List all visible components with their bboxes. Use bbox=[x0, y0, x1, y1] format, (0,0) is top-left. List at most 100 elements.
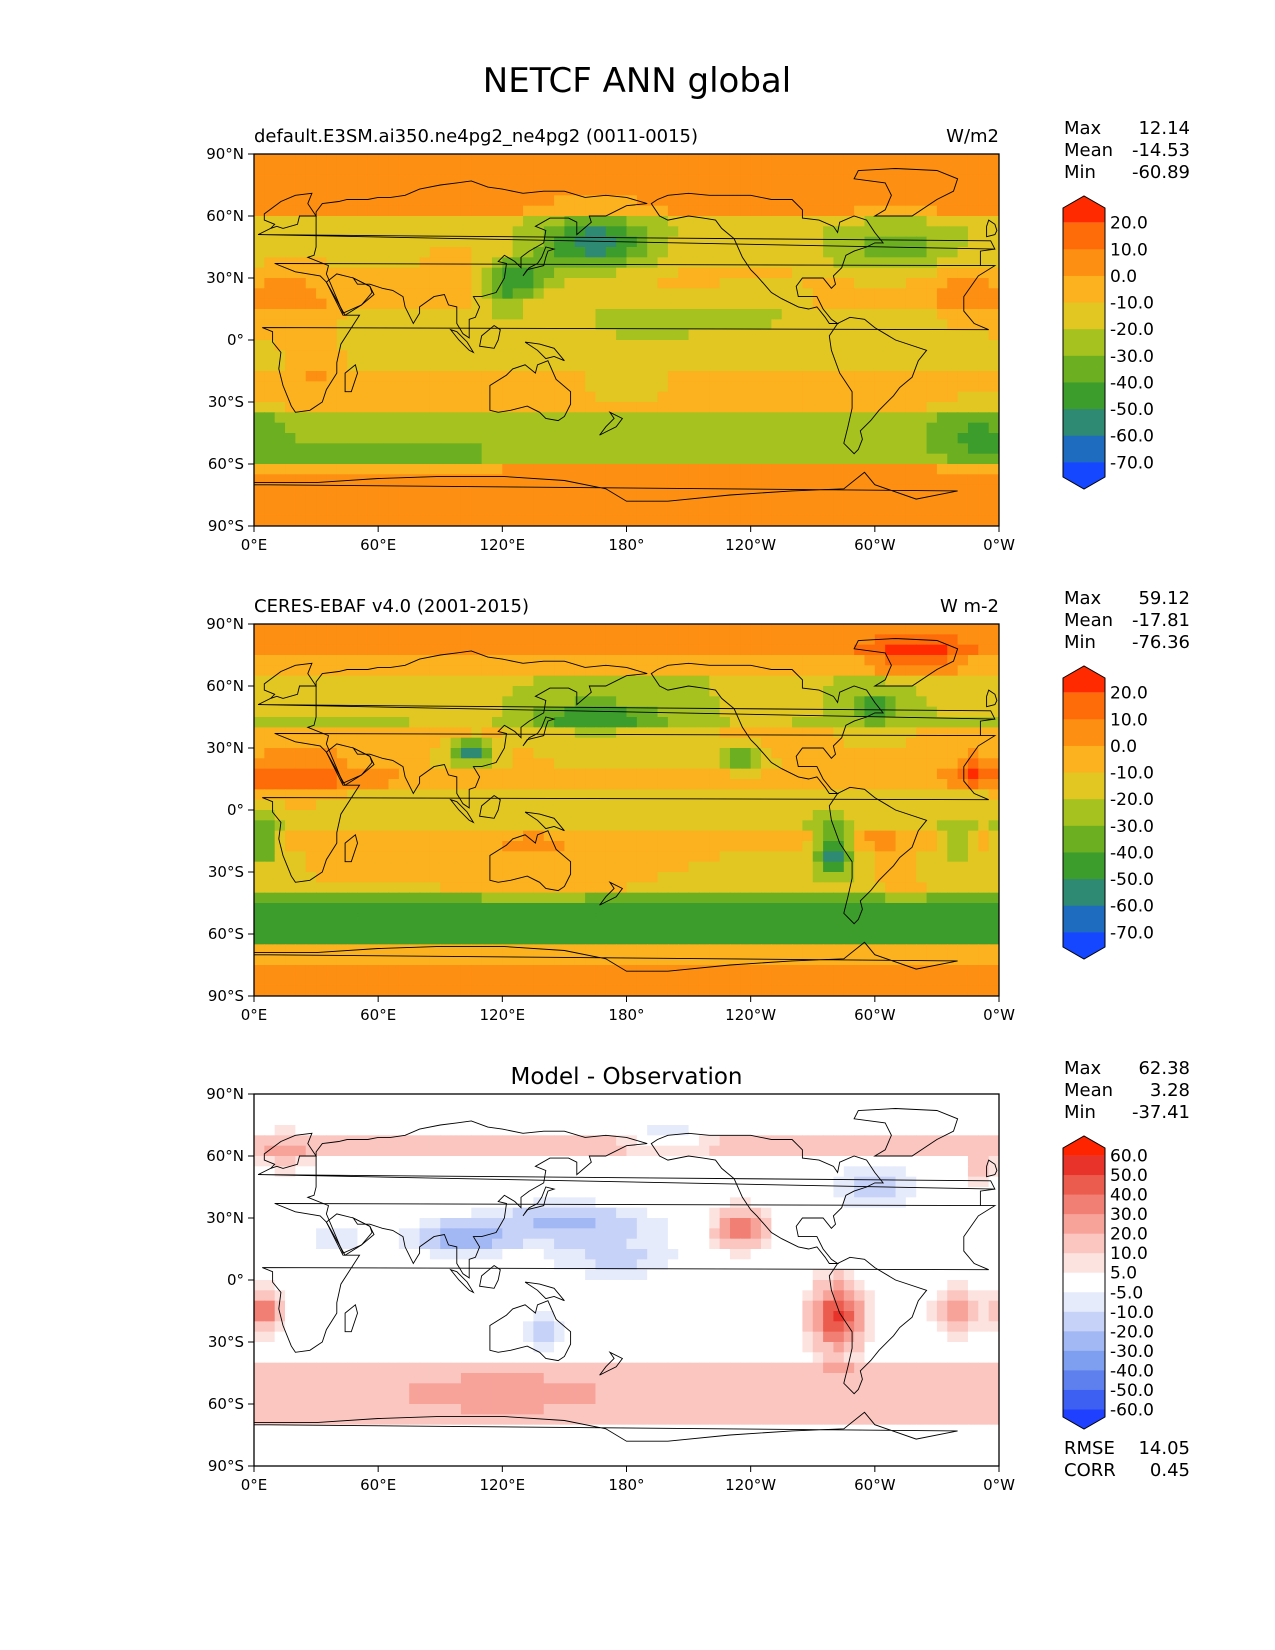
stat-label: Min bbox=[1064, 162, 1096, 183]
field-cell bbox=[336, 391, 348, 403]
field-cell bbox=[895, 758, 907, 770]
field-cell bbox=[740, 464, 752, 475]
field-cell bbox=[378, 882, 390, 894]
field-cell bbox=[471, 903, 483, 914]
field-cell bbox=[305, 624, 317, 635]
field-cell bbox=[626, 861, 638, 873]
field-cell bbox=[409, 484, 421, 496]
field-cell bbox=[636, 257, 648, 269]
field-cell bbox=[367, 443, 379, 455]
field-cell bbox=[688, 934, 700, 945]
field-cell bbox=[595, 779, 607, 790]
field-cell bbox=[564, 872, 576, 883]
field-cell bbox=[812, 644, 824, 656]
field-cell bbox=[978, 340, 990, 351]
field-cell bbox=[833, 768, 845, 780]
field-cell bbox=[647, 737, 659, 749]
field-cell bbox=[440, 288, 452, 300]
field-cell bbox=[843, 748, 855, 759]
field-cell bbox=[626, 257, 638, 269]
field-cell bbox=[926, 851, 938, 863]
field-cell bbox=[885, 665, 897, 677]
field-cell bbox=[523, 226, 534, 238]
field-cell bbox=[709, 453, 721, 465]
field-cell bbox=[491, 422, 503, 434]
field-cell bbox=[429, 247, 441, 258]
field-cell bbox=[471, 453, 483, 465]
field-cell bbox=[781, 495, 793, 506]
field-cell bbox=[440, 841, 452, 852]
field-cell bbox=[605, 758, 617, 770]
field-cell bbox=[854, 789, 866, 801]
field-cell bbox=[802, 350, 814, 362]
field-cell bbox=[585, 298, 597, 310]
field-cell bbox=[833, 205, 845, 217]
field-cell bbox=[947, 391, 959, 403]
field-cell bbox=[409, 810, 421, 821]
field-cell bbox=[988, 288, 999, 300]
field-cell bbox=[729, 799, 741, 811]
field-cell bbox=[357, 758, 369, 770]
field-cell bbox=[512, 748, 524, 759]
field-cell bbox=[440, 634, 452, 646]
field-cell bbox=[905, 882, 917, 894]
field-cell bbox=[781, 515, 793, 526]
field-cell bbox=[792, 515, 804, 526]
field-cell bbox=[595, 923, 607, 935]
field-cell bbox=[512, 422, 524, 434]
field-cell bbox=[367, 799, 379, 811]
field-cell bbox=[533, 706, 545, 718]
field-cell bbox=[833, 841, 845, 852]
field-cell bbox=[864, 820, 876, 832]
field-cell bbox=[740, 391, 752, 403]
field-cell bbox=[388, 665, 400, 677]
field-cell bbox=[823, 799, 835, 811]
field-cell bbox=[833, 903, 845, 914]
field-cell bbox=[512, 851, 524, 863]
field-cell bbox=[357, 164, 369, 176]
field-cell bbox=[667, 350, 679, 362]
field-cell bbox=[761, 226, 772, 238]
field-cell bbox=[647, 515, 659, 526]
field-cell bbox=[460, 495, 472, 506]
field-cell bbox=[719, 236, 731, 248]
field-cell bbox=[740, 851, 752, 863]
field-cell bbox=[502, 154, 514, 165]
field-cell bbox=[357, 717, 369, 728]
field-cell bbox=[378, 464, 390, 475]
field-cell bbox=[595, 515, 607, 526]
field-cell bbox=[957, 706, 969, 718]
field-cell bbox=[605, 278, 617, 289]
field-cell bbox=[657, 319, 669, 331]
field-cell bbox=[523, 810, 534, 821]
field-cell bbox=[543, 309, 555, 320]
field-cell bbox=[409, 923, 421, 935]
field-cell bbox=[419, 913, 431, 925]
field-cell bbox=[254, 371, 265, 382]
field-cell bbox=[367, 412, 379, 424]
field-cell bbox=[264, 350, 276, 362]
field-cell bbox=[750, 484, 762, 496]
field-cell bbox=[481, 257, 493, 269]
field-cell bbox=[792, 174, 804, 186]
field-cell bbox=[274, 892, 286, 904]
field-cell bbox=[264, 360, 276, 372]
field-cell bbox=[843, 934, 855, 945]
field-cell bbox=[636, 830, 648, 842]
field-cell bbox=[823, 923, 835, 935]
field-cell bbox=[802, 727, 814, 739]
field-cell bbox=[771, 706, 783, 718]
field-cell bbox=[729, 892, 741, 904]
field-cell bbox=[833, 453, 845, 465]
field-cell bbox=[781, 892, 793, 904]
coastline-greatbritain bbox=[986, 219, 998, 238]
field-cell bbox=[450, 453, 462, 465]
field-cell bbox=[388, 464, 400, 475]
field-cell bbox=[802, 453, 814, 465]
field-cell bbox=[967, 675, 979, 687]
field-cell bbox=[367, 515, 379, 526]
field-cell bbox=[792, 484, 804, 496]
field-cell bbox=[295, 665, 307, 677]
coastline-arabia bbox=[325, 273, 375, 316]
field-cell bbox=[988, 644, 999, 656]
